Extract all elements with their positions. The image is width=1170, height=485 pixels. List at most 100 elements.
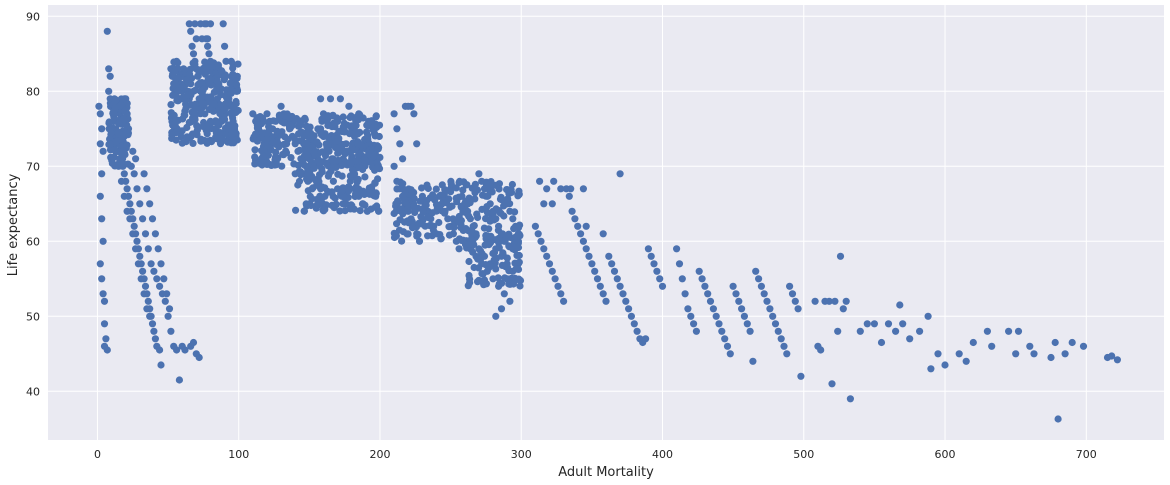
data-point (492, 265, 500, 273)
data-point (124, 160, 132, 168)
data-point (315, 201, 323, 209)
data-point (147, 260, 155, 268)
data-point (199, 91, 207, 99)
data-point (842, 297, 850, 305)
data-point (165, 305, 174, 313)
data-point (483, 203, 491, 211)
data-point (988, 342, 996, 350)
data-point (328, 112, 336, 120)
y-tick-labels: 40 50 60 70 80 90 (26, 10, 40, 398)
data-point (120, 170, 128, 178)
data-point (264, 118, 272, 126)
data-point (565, 192, 573, 200)
data-point (105, 65, 113, 73)
data-point (630, 320, 638, 328)
data-point (797, 372, 805, 380)
data-point (227, 86, 235, 94)
data-point (515, 190, 523, 198)
data-point (106, 140, 114, 148)
data-point (296, 137, 304, 145)
data-point (174, 59, 182, 67)
data-point (839, 305, 847, 313)
data-point (788, 290, 797, 298)
y-tick-label: 50 (26, 310, 40, 323)
data-point (704, 290, 712, 298)
x-tick-label: 600 (935, 448, 956, 461)
data-point (599, 290, 607, 298)
data-point (310, 148, 318, 157)
data-point (305, 155, 313, 163)
data-point (191, 105, 199, 113)
data-point (300, 207, 308, 215)
data-point (352, 121, 360, 129)
data-point (400, 218, 409, 226)
data-point (510, 225, 518, 233)
data-point (336, 207, 344, 215)
data-point (692, 327, 701, 335)
data-point (504, 276, 512, 284)
data-point (418, 184, 426, 192)
data-point (189, 139, 197, 147)
data-point (204, 42, 212, 50)
data-point (588, 260, 596, 268)
data-point (115, 119, 123, 127)
data-point (1012, 350, 1020, 358)
data-point (625, 305, 633, 313)
data-point (884, 320, 893, 328)
data-point (132, 245, 140, 253)
data-point (492, 254, 500, 262)
data-point (701, 282, 709, 290)
data-point (774, 327, 782, 335)
data-point (225, 99, 233, 107)
y-tick-label: 40 (26, 385, 40, 398)
data-point (1014, 327, 1023, 335)
data-point (763, 297, 771, 305)
data-point (132, 155, 140, 163)
data-point (831, 297, 839, 305)
data-point (571, 215, 579, 223)
data-point (712, 312, 720, 320)
data-point (346, 172, 354, 180)
x-tick-label: 500 (793, 448, 814, 461)
data-point (723, 342, 732, 350)
data-point (233, 81, 241, 89)
data-point (105, 118, 113, 126)
data-point (253, 137, 261, 145)
data-point (398, 237, 406, 245)
data-point (506, 297, 514, 305)
x-tick-label: 200 (369, 448, 390, 461)
y-tick-label: 80 (26, 85, 40, 98)
data-point (167, 327, 175, 335)
data-point (675, 260, 684, 268)
data-point (510, 208, 519, 216)
data-point (146, 200, 154, 208)
data-point (498, 230, 507, 238)
data-point (196, 79, 204, 87)
data-point (794, 305, 802, 313)
data-point (170, 111, 178, 119)
data-point (185, 20, 193, 28)
data-point (334, 137, 342, 145)
data-point (332, 200, 340, 208)
data-point (346, 158, 354, 166)
data-point (367, 118, 376, 126)
data-point (188, 117, 196, 125)
data-point (205, 50, 213, 58)
data-point (548, 267, 556, 275)
data-point (146, 312, 154, 320)
data-point (577, 230, 585, 238)
data-point (339, 200, 347, 208)
data-point (154, 245, 162, 253)
data-point (277, 102, 285, 110)
data-point (195, 353, 203, 362)
data-point (272, 148, 280, 156)
data-point (610, 267, 619, 275)
data-point (442, 199, 451, 207)
data-point (233, 87, 241, 95)
data-point (96, 192, 104, 200)
data-point (777, 335, 785, 343)
data-point (302, 122, 310, 130)
data-point (102, 335, 110, 343)
data-point (143, 305, 151, 313)
data-point (836, 252, 845, 260)
